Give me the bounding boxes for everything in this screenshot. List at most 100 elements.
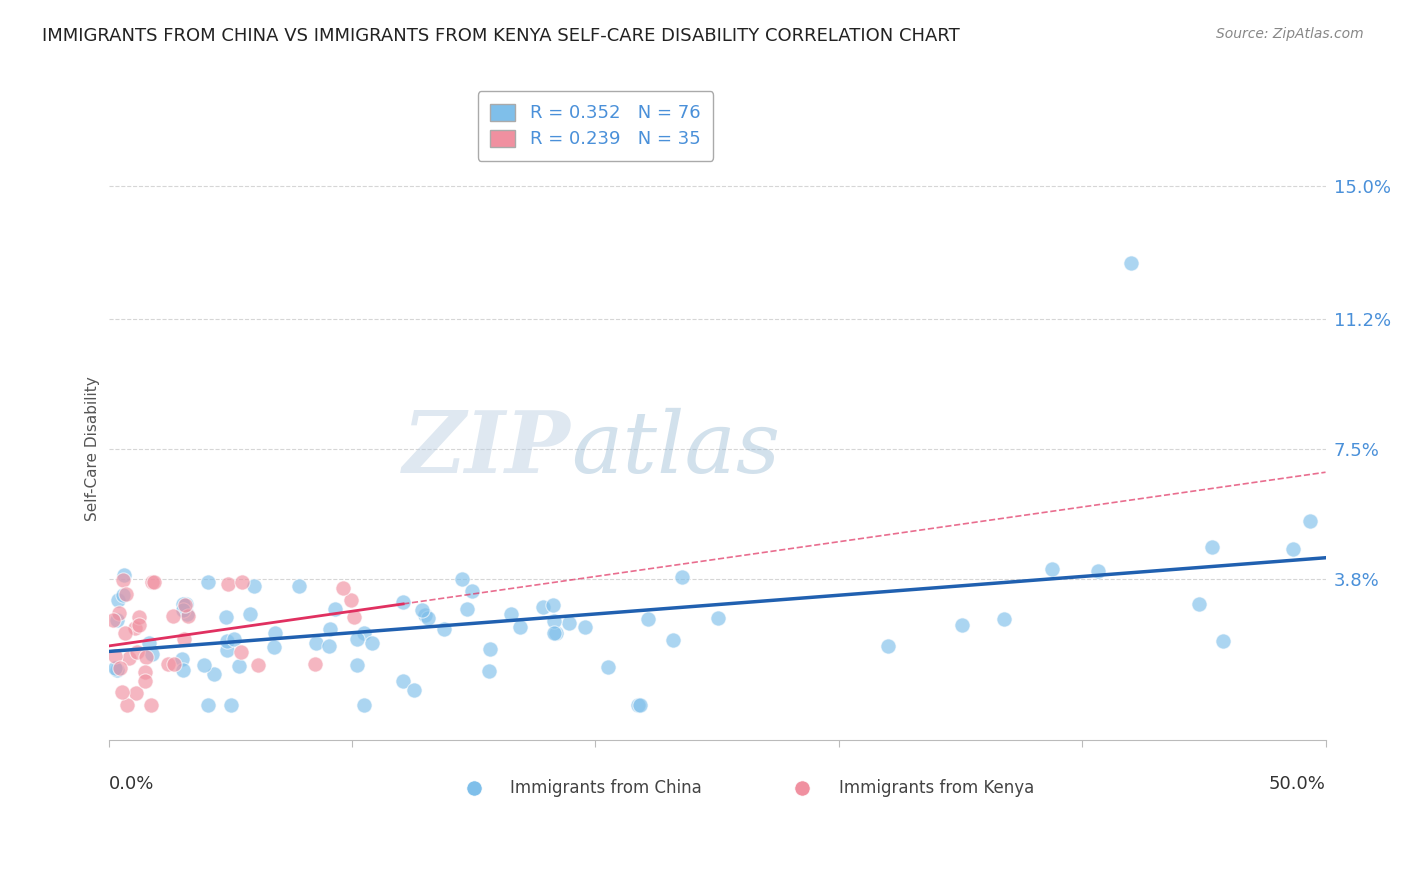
Point xyxy=(108,606,131,620)
Y-axis label: Self-Care Disability: Self-Care Disability xyxy=(86,376,100,522)
Point xyxy=(127,645,149,659)
Point xyxy=(543,625,565,640)
Point xyxy=(246,657,269,672)
Point xyxy=(353,625,375,640)
Point xyxy=(111,685,134,699)
Point xyxy=(319,622,342,636)
Point xyxy=(391,595,413,609)
Point xyxy=(343,610,366,624)
Point xyxy=(637,611,659,625)
Point xyxy=(662,633,685,648)
Point xyxy=(172,663,194,677)
Point xyxy=(413,607,436,622)
Point xyxy=(546,625,568,640)
Point xyxy=(172,603,194,617)
Point xyxy=(950,617,973,632)
Text: Immigrants from Kenya: Immigrants from Kenya xyxy=(839,779,1033,797)
Point xyxy=(172,597,194,611)
Point xyxy=(103,648,125,663)
Point xyxy=(107,593,129,607)
Point xyxy=(108,661,131,675)
Point xyxy=(451,572,474,586)
Point xyxy=(157,657,180,671)
Text: 0.0%: 0.0% xyxy=(108,775,155,793)
Point xyxy=(411,603,433,617)
Point xyxy=(264,626,287,640)
Point xyxy=(174,598,197,612)
Point xyxy=(228,659,250,673)
Point xyxy=(304,657,326,671)
Point xyxy=(392,674,415,689)
Point xyxy=(134,673,156,688)
Point xyxy=(628,698,651,713)
Point xyxy=(1040,562,1063,576)
Point xyxy=(325,602,347,616)
Point xyxy=(141,648,163,662)
Point xyxy=(318,639,340,653)
Point xyxy=(416,610,439,624)
Point xyxy=(135,650,157,665)
Point xyxy=(134,665,156,679)
Point xyxy=(993,612,1015,626)
Point xyxy=(1212,634,1234,648)
Point xyxy=(543,614,565,628)
Point xyxy=(1299,514,1322,528)
Point xyxy=(574,620,596,634)
Point xyxy=(107,613,129,627)
Point xyxy=(128,618,150,632)
Point xyxy=(332,581,354,595)
Point xyxy=(361,636,384,650)
Point xyxy=(217,634,239,648)
Point xyxy=(112,574,135,588)
Point xyxy=(346,632,368,647)
Point xyxy=(479,642,502,657)
Point xyxy=(1282,541,1305,556)
Point xyxy=(197,698,219,713)
Point xyxy=(1119,256,1142,270)
Point xyxy=(501,607,523,621)
Point xyxy=(124,621,146,635)
Point xyxy=(170,652,193,666)
Point xyxy=(541,598,564,612)
Point xyxy=(243,579,266,593)
Point xyxy=(706,610,728,624)
Point xyxy=(217,577,239,591)
Point xyxy=(105,664,128,678)
Text: Source: ZipAtlas.com: Source: ZipAtlas.com xyxy=(1216,27,1364,41)
Point xyxy=(456,601,478,615)
Text: atlas: atlas xyxy=(571,408,780,491)
Point xyxy=(509,620,531,634)
Point xyxy=(173,632,195,646)
Point xyxy=(531,600,554,615)
Point xyxy=(353,698,375,713)
Point xyxy=(138,635,160,649)
Point xyxy=(125,686,148,700)
Point xyxy=(104,661,127,675)
Point xyxy=(176,607,198,621)
Point xyxy=(288,579,311,593)
Point xyxy=(177,609,200,624)
Point xyxy=(231,645,253,659)
Point xyxy=(141,574,163,589)
Point xyxy=(231,575,253,590)
Point xyxy=(1087,564,1109,578)
Point xyxy=(305,635,328,649)
Point xyxy=(114,626,136,640)
Point xyxy=(202,667,225,681)
Point xyxy=(141,698,163,713)
Legend: R = 0.352   N = 76, R = 0.239   N = 35: R = 0.352 N = 76, R = 0.239 N = 35 xyxy=(478,91,713,161)
Point xyxy=(239,607,262,622)
Point xyxy=(433,622,456,636)
Point xyxy=(142,575,165,590)
Text: IMMIGRANTS FROM CHINA VS IMMIGRANTS FROM KENYA SELF-CARE DISABILITY CORRELATION : IMMIGRANTS FROM CHINA VS IMMIGRANTS FROM… xyxy=(42,27,960,45)
Point xyxy=(461,583,484,598)
Text: 50.0%: 50.0% xyxy=(1268,775,1326,793)
Point xyxy=(478,664,501,678)
Point xyxy=(627,698,650,713)
Point xyxy=(197,574,219,589)
Point xyxy=(114,587,136,601)
Point xyxy=(404,683,426,698)
Point xyxy=(263,640,285,654)
Point xyxy=(876,639,898,653)
Point xyxy=(222,632,245,647)
